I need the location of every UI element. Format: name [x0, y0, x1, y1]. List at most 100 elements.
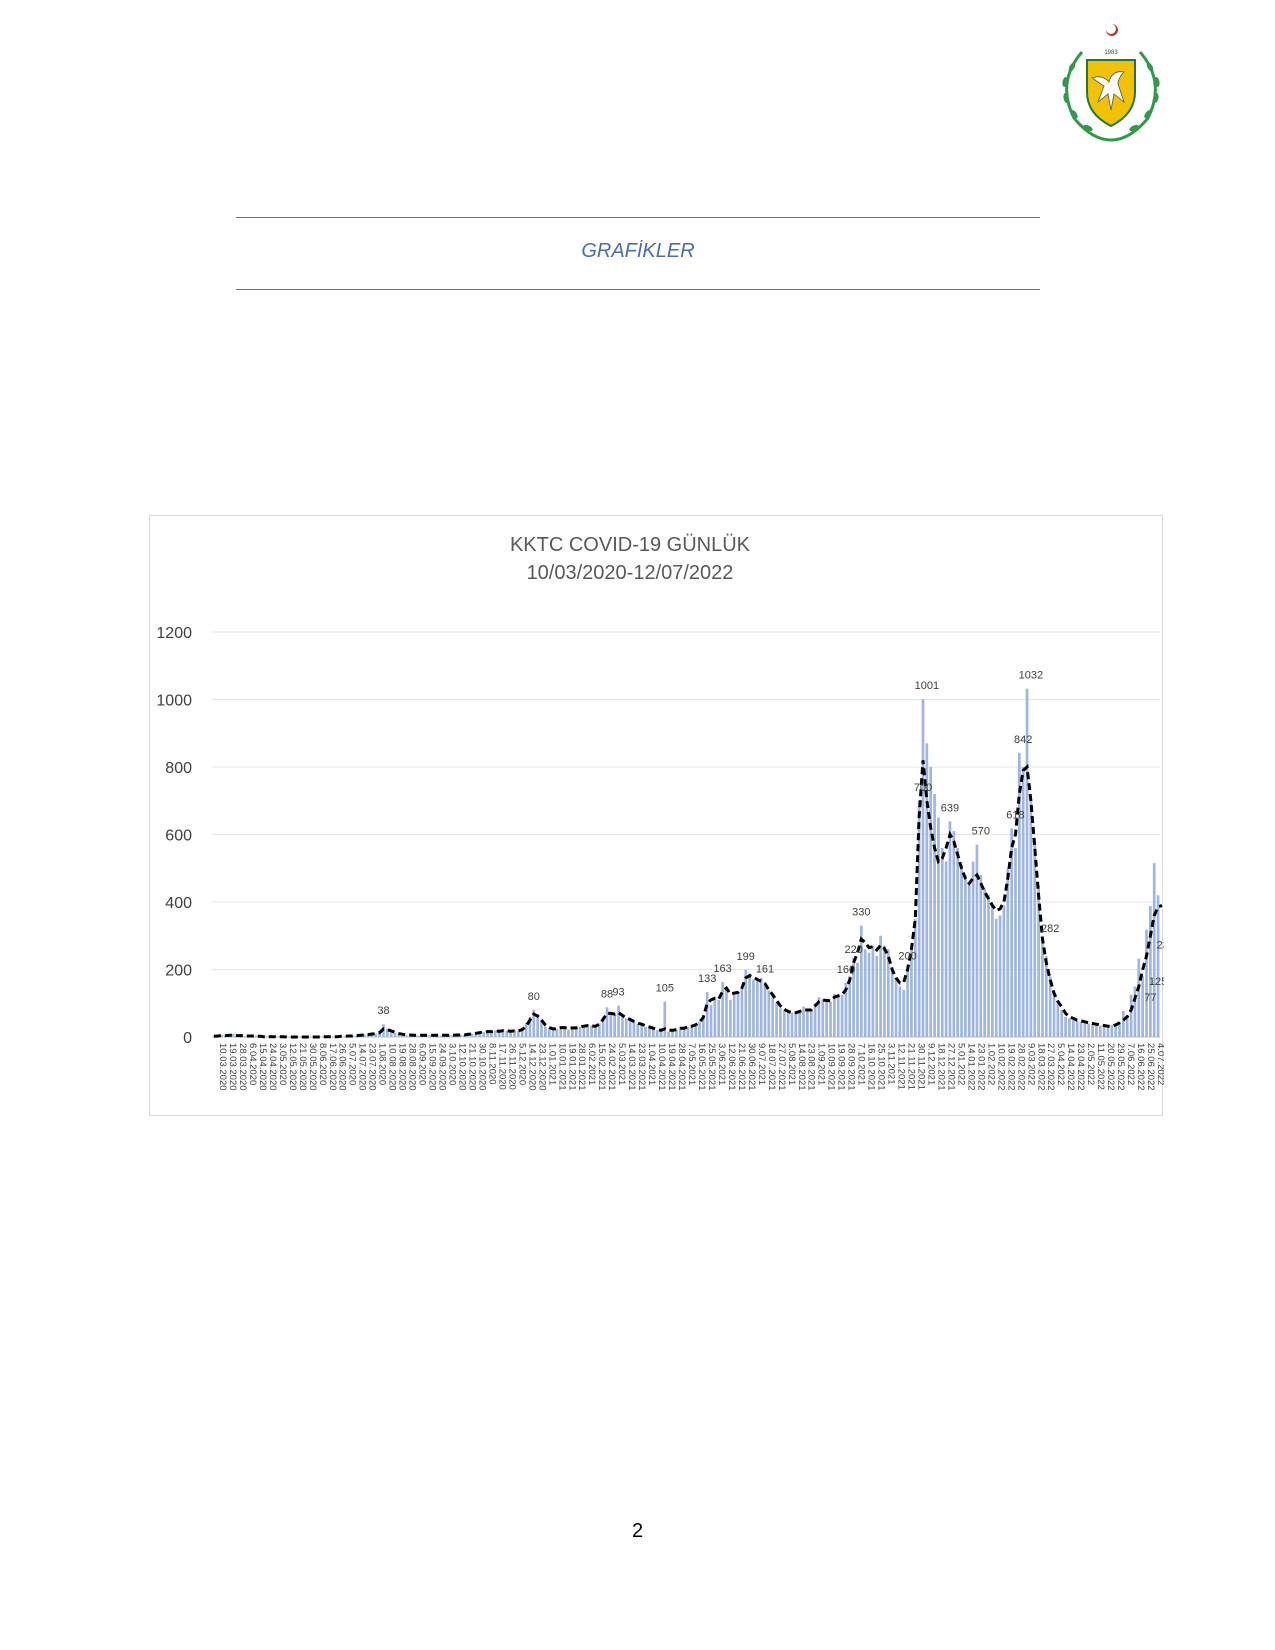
- bar: [752, 979, 755, 1037]
- kktc-emblem-icon: 1983: [1062, 24, 1160, 142]
- bar: [686, 1026, 690, 1037]
- x-tick-label: 8.11.2020: [486, 1043, 497, 1085]
- bar: [254, 1035, 258, 1037]
- bar: [987, 895, 990, 1037]
- x-tick-label: 21.06.2021: [736, 1043, 747, 1091]
- bar: [794, 1013, 798, 1037]
- bar: [813, 1003, 817, 1037]
- bar: [1025, 688, 1029, 1037]
- x-tick-label: 7.10.2021: [856, 1043, 867, 1085]
- x-tick-label: 14.04.2022: [1065, 1043, 1076, 1091]
- bar: [1102, 1026, 1106, 1037]
- bar: [967, 885, 971, 1037]
- bar: [1071, 1020, 1075, 1037]
- x-tick-label: 10.02.2022: [995, 1043, 1006, 1091]
- data-label: 700: [914, 782, 932, 794]
- x-tick-label: 28.09.2021: [846, 1043, 857, 1091]
- bar: [1129, 994, 1133, 1037]
- bar: [902, 989, 906, 1037]
- bar: [243, 1036, 247, 1037]
- x-tick-label: 21.11.2021: [906, 1043, 917, 1090]
- bar: [532, 1010, 536, 1037]
- x-tick-label: 1.01.2021: [546, 1043, 557, 1085]
- x-tick-label: 1.02.2022: [985, 1043, 996, 1085]
- x-tick-label: 25.10.2021: [876, 1043, 887, 1091]
- bar: [397, 1034, 401, 1037]
- bar: [563, 1027, 566, 1037]
- bar: [655, 1030, 659, 1037]
- x-tick-label: 7.06.2022: [1125, 1043, 1136, 1085]
- bar: [601, 1016, 605, 1037]
- bar: [732, 994, 736, 1037]
- x-tick-label: 28.03.2020: [237, 1043, 248, 1091]
- bar: [740, 986, 744, 1037]
- bar: [1137, 958, 1141, 1037]
- bar: [971, 861, 975, 1037]
- bar: [1152, 863, 1156, 1037]
- bar: [701, 1016, 705, 1037]
- bar: [875, 956, 879, 1037]
- bar: [401, 1034, 405, 1037]
- svg-text:1983: 1983: [1104, 50, 1118, 56]
- x-tick-label: 12.05.2020: [287, 1043, 298, 1091]
- data-label: 1001: [915, 680, 939, 692]
- bar: [1095, 1024, 1098, 1037]
- data-label: 199: [737, 951, 755, 963]
- bar: [1021, 767, 1025, 1037]
- data-label: 570: [972, 826, 990, 838]
- x-tick-label: 23.12.2020: [536, 1043, 547, 1091]
- data-label: 93: [612, 987, 624, 999]
- x-tick-label: 6.04.2020: [247, 1043, 258, 1085]
- bar: [389, 1032, 393, 1037]
- y-tick-label: 400: [165, 895, 192, 912]
- bar: [775, 1002, 778, 1037]
- bar: [1098, 1025, 1102, 1037]
- bar: [871, 945, 875, 1037]
- x-tick-label: 15.09.2020: [427, 1043, 438, 1091]
- bar: [1006, 868, 1010, 1037]
- bar: [574, 1028, 578, 1037]
- bar: [917, 800, 921, 1037]
- bar: [621, 1015, 624, 1037]
- x-tick-label: 30.10.2020: [476, 1043, 487, 1091]
- bar: [698, 1021, 701, 1037]
- section-title: GRAFİKLER: [581, 240, 695, 262]
- bar: [744, 969, 748, 1037]
- bar: [848, 976, 852, 1037]
- bar: [798, 1010, 802, 1037]
- bar: [844, 983, 848, 1037]
- x-tick-label: 14.08.2021: [796, 1043, 807, 1091]
- x-tick-label: 2.05.2022: [1085, 1043, 1096, 1085]
- bar: [1010, 828, 1013, 1037]
- bar: [651, 1028, 655, 1037]
- x-tick-label: 28.02.2022: [1015, 1043, 1026, 1091]
- x-tick-label: 1.04.2021: [646, 1043, 657, 1085]
- bar: [640, 1024, 644, 1037]
- bar: [1060, 1010, 1064, 1037]
- bar: [1044, 956, 1048, 1037]
- bar: [1133, 986, 1137, 1037]
- bar: [570, 1027, 574, 1037]
- bar: [879, 935, 882, 1037]
- bar: [667, 1031, 671, 1037]
- bar: [644, 1026, 647, 1037]
- bar: [393, 1032, 397, 1037]
- bar: [952, 831, 956, 1037]
- bar: [817, 997, 821, 1037]
- bar: [509, 1031, 513, 1037]
- bar: [540, 1020, 543, 1037]
- bar: [675, 1029, 678, 1037]
- x-tick-label: 19.01.2021: [566, 1043, 577, 1091]
- bar: [1149, 906, 1152, 1037]
- x-tick-label: 8.06.2020: [317, 1043, 328, 1085]
- bar: [1014, 848, 1017, 1037]
- bar: [1079, 1021, 1083, 1037]
- y-tick-label: 1000: [156, 693, 192, 710]
- x-tick-label: 27.03.2022: [1045, 1043, 1056, 1091]
- bar: [690, 1026, 694, 1037]
- x-tick-label: 3.11.2021: [886, 1043, 897, 1085]
- bar: [833, 993, 836, 1037]
- bar: [1017, 752, 1021, 1037]
- x-tick-label: 10.03.2020: [217, 1043, 228, 1091]
- x-tick-label: 27.07.2021: [776, 1043, 787, 1091]
